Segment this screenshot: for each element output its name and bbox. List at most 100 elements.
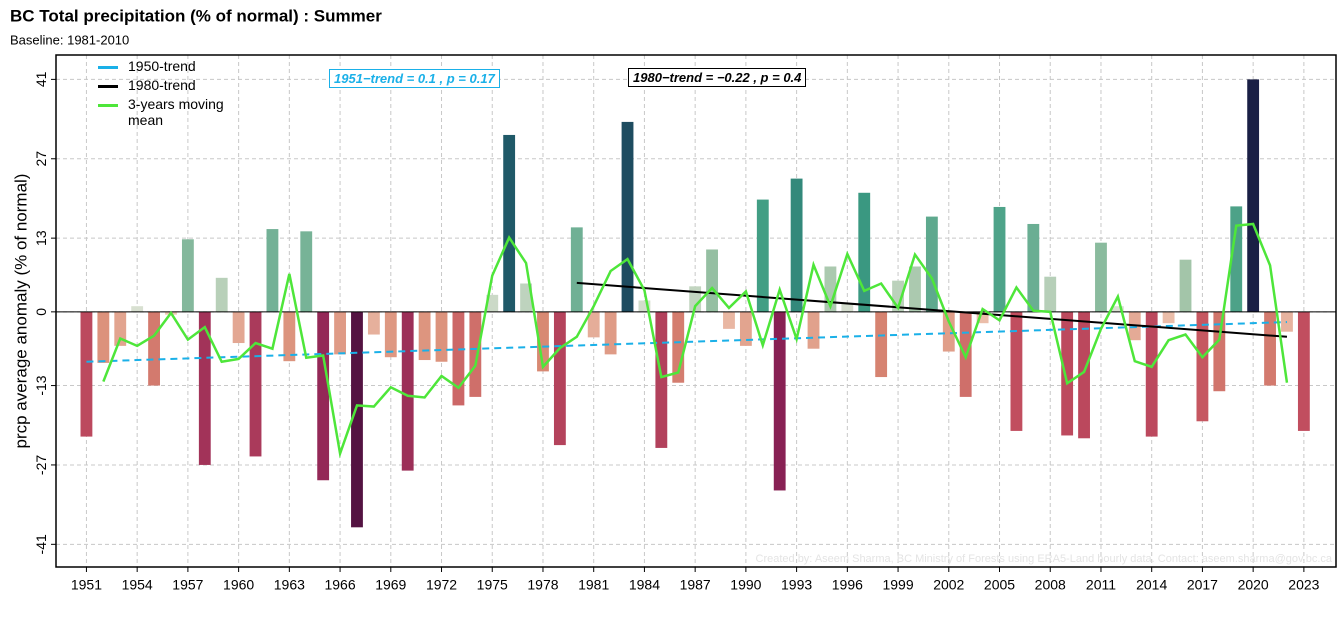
y-tick-label: -13 <box>33 375 49 395</box>
y-tick-label: 27 <box>33 151 49 167</box>
y-axis-label: prcp average anomaly (% of normal) <box>11 174 30 449</box>
bar <box>1111 306 1124 312</box>
bar <box>655 311 668 448</box>
bar <box>1196 311 1209 422</box>
bar <box>841 303 854 312</box>
x-tick-label: 1993 <box>781 577 812 593</box>
bar <box>1247 79 1260 312</box>
legend-label: 3-years moving mean <box>128 96 224 128</box>
bar <box>942 311 955 352</box>
legend-label: 1980-trend <box>128 77 196 93</box>
legend-swatch <box>98 66 118 69</box>
bar <box>976 311 989 324</box>
bar <box>1213 311 1226 392</box>
bar <box>97 311 110 363</box>
bar <box>807 311 820 349</box>
x-tick-label: 1966 <box>324 577 355 593</box>
x-tick-label: 1999 <box>882 577 913 593</box>
bar <box>587 311 600 338</box>
bar <box>672 311 685 383</box>
bar <box>1044 276 1057 312</box>
bar <box>824 266 837 312</box>
bar <box>503 134 516 312</box>
chart-subtitle: Baseline: 1981-2010 <box>10 32 129 47</box>
bar <box>1264 311 1276 386</box>
bar <box>418 311 431 361</box>
bar <box>1078 311 1090 439</box>
legend-entry: 3-years moving mean <box>98 96 240 128</box>
x-tick-label: 1996 <box>832 577 863 593</box>
x-tick-label: 1963 <box>274 577 305 593</box>
bar <box>537 311 549 372</box>
bar <box>1027 223 1040 312</box>
bar <box>790 178 803 312</box>
bar <box>739 311 752 346</box>
bar <box>1281 311 1293 332</box>
x-tick-label: 1978 <box>527 577 558 593</box>
legend-entry: 1950-trend <box>98 58 240 74</box>
legend-label: 1950-trend <box>128 58 196 74</box>
annotation: 1980−trend = −0.22 , p = 0.4 <box>628 68 807 87</box>
bar <box>114 311 127 346</box>
bar <box>892 280 904 312</box>
bar <box>486 294 499 312</box>
x-tick-label: 1987 <box>680 577 711 593</box>
bar <box>1230 206 1243 312</box>
bar <box>401 311 414 471</box>
x-tick-label: 2023 <box>1288 577 1319 593</box>
y-tick-label: 0 <box>33 308 49 316</box>
bar <box>909 266 921 312</box>
x-tick-label: 2011 <box>1086 577 1116 593</box>
bar <box>1010 311 1023 431</box>
legend-entry: 1980-trend <box>98 77 240 93</box>
x-tick-label: 2002 <box>933 577 964 593</box>
bar <box>773 311 786 491</box>
bar <box>1297 311 1310 431</box>
line-series <box>576 281 1288 338</box>
bar <box>334 311 346 355</box>
bar <box>232 311 245 344</box>
x-tick-label: 2017 <box>1187 577 1218 593</box>
bar <box>283 311 296 362</box>
x-tick-label: 1975 <box>477 577 508 593</box>
bar <box>435 311 448 362</box>
bar <box>723 311 735 329</box>
bar <box>1061 311 1074 436</box>
x-tick-label: 2020 <box>1238 577 1269 593</box>
y-tick-label: -41 <box>33 534 49 554</box>
x-tick-label: 1972 <box>426 577 457 593</box>
y-tick-label: 41 <box>33 71 49 87</box>
legend-swatch <box>98 85 118 88</box>
x-tick-label: 1957 <box>172 577 203 593</box>
bar <box>300 231 313 312</box>
bar <box>367 311 380 335</box>
bar <box>706 249 718 312</box>
bar <box>148 311 160 386</box>
bar <box>266 229 279 312</box>
line-series <box>102 222 1289 459</box>
bar <box>1179 259 1192 312</box>
bar <box>1162 311 1175 324</box>
x-tick-label: 2005 <box>984 577 1015 593</box>
x-tick-label: 1981 <box>578 577 609 593</box>
bar <box>689 286 702 312</box>
bar <box>131 306 144 312</box>
y-tick-label: 13 <box>33 230 49 246</box>
bar <box>384 311 397 358</box>
bar <box>875 311 888 378</box>
x-tick-label: 1969 <box>375 577 406 593</box>
bar <box>621 121 634 312</box>
bar <box>604 311 617 355</box>
bar <box>181 239 194 312</box>
bar <box>993 206 1006 312</box>
annotation: 1951−trend = 0.1 , p = 0.17 <box>329 69 500 88</box>
bar <box>1095 242 1107 312</box>
bar <box>925 216 938 312</box>
x-tick-label: 1960 <box>223 577 254 593</box>
bar <box>858 192 871 312</box>
x-tick-label: 1951 <box>71 577 102 593</box>
bar <box>469 311 482 397</box>
bar <box>452 311 465 406</box>
